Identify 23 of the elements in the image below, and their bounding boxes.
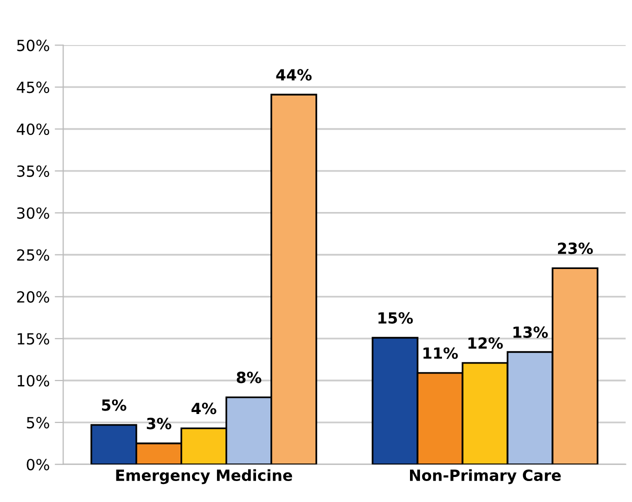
- y-tick-label: 50%: [17, 40, 50, 52]
- data-label: 3%: [146, 418, 172, 430]
- x-tick-label: Non-Primary Care: [410, 469, 561, 484]
- y-tick-label: 45%: [16, 82, 50, 94]
- data-label: 44%: [276, 69, 312, 81]
- y-tick-label: 35%: [17, 165, 50, 177]
- data-label: 8%: [236, 372, 262, 384]
- x-tick-label: Emergency Medicine: [116, 469, 292, 484]
- y-tick-label: 20%: [17, 291, 50, 303]
- data-label: 15%: [378, 312, 413, 324]
- data-label: 13%: [514, 326, 548, 338]
- y-tick-label: 0%: [26, 458, 50, 470]
- y-tick-label: 10%: [18, 374, 50, 387]
- data-label: 12%: [468, 337, 503, 349]
- y-tick-label: 25%: [17, 249, 50, 261]
- y-tick-label: 15%: [18, 333, 50, 345]
- data-label: 11%: [424, 347, 458, 359]
- y-tick-label: 30%: [17, 207, 50, 219]
- y-tick-label: 40%: [16, 123, 50, 136]
- data-label: 4%: [192, 402, 216, 414]
- data-label: 23%: [558, 242, 593, 254]
- y-tick-label: 5%: [26, 416, 50, 428]
- data-label: 5%: [102, 399, 126, 411]
